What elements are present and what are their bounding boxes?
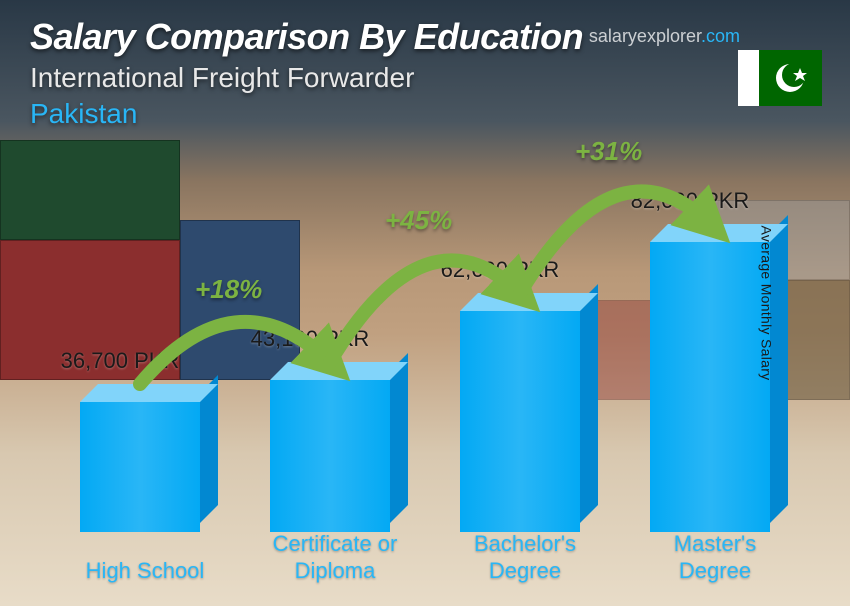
- bar-label: Bachelor'sDegree: [430, 531, 620, 584]
- watermark-domain: .com: [701, 26, 740, 46]
- bar-column: [270, 380, 390, 532]
- bar-value: 82,000 PKR: [590, 188, 790, 214]
- chart-title: Salary Comparison By Education: [30, 16, 583, 58]
- chart-subtitle: International Freight Forwarder: [30, 62, 583, 94]
- bar-value: 62,600 PKR: [400, 257, 600, 283]
- bar-label: Certificate orDiploma: [240, 531, 430, 584]
- bar-label: Master'sDegree: [620, 531, 810, 584]
- bar-value: 43,100 PKR: [210, 326, 410, 352]
- watermark: salaryexplorer.com: [589, 26, 740, 47]
- header: Salary Comparison By Education Internati…: [30, 16, 583, 130]
- bar-value: 36,700 PKR: [20, 348, 220, 374]
- bar-column: [80, 402, 200, 532]
- growth-pct-0: +18%: [195, 274, 262, 305]
- bar-label: High School: [50, 558, 240, 584]
- chart-country: Pakistan: [30, 98, 583, 130]
- chart-area: 36,700 PKRHigh School43,100 PKRCertifica…: [40, 64, 790, 584]
- bar-column: [460, 311, 580, 532]
- growth-pct-2: +31%: [575, 136, 642, 167]
- pakistan-flag-icon: [738, 50, 822, 106]
- watermark-text: salaryexplorer: [589, 26, 701, 46]
- growth-pct-1: +45%: [385, 205, 452, 236]
- y-axis-label: Average Monthly Salary: [759, 226, 775, 381]
- bar-column: [650, 242, 770, 532]
